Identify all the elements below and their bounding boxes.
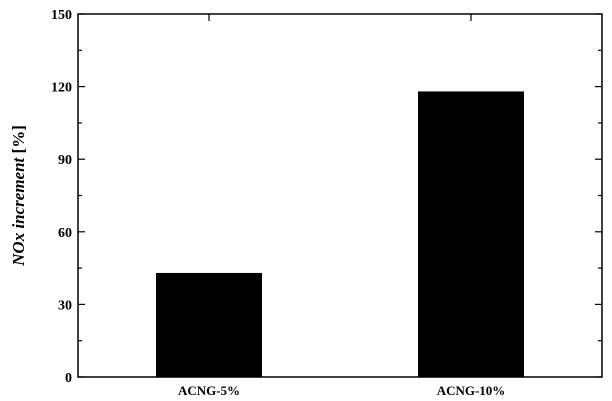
y-axis-ticks	[78, 13, 85, 378]
y-tick-label: 60	[58, 226, 72, 241]
bars	[156, 91, 524, 377]
bar-acng-5	[156, 272, 262, 377]
x-tick-label: ACNG-5%	[178, 383, 240, 398]
y-tick-label: 0	[65, 371, 72, 386]
y-axis-label: NOx increment [%]	[9, 125, 28, 267]
y-tick-labels: 0 30 60 90 120 150	[51, 8, 72, 386]
x-tick-label: ACNG-10%	[437, 383, 506, 398]
plot-frame	[77, 13, 603, 378]
y-axis-label-unit: [%]	[9, 125, 28, 158]
y-tick-label: 120	[51, 81, 72, 96]
y-tick-label: 30	[58, 298, 72, 313]
bar-acng-10	[418, 91, 524, 377]
y-tick-label: 150	[51, 8, 72, 23]
y-tick-label: 90	[58, 153, 72, 168]
y-axis-label-main: NOx increment	[9, 156, 28, 266]
y-axis-right-ticks	[595, 13, 602, 378]
x-tick-labels: ACNG-5% ACNG-10%	[178, 383, 505, 398]
